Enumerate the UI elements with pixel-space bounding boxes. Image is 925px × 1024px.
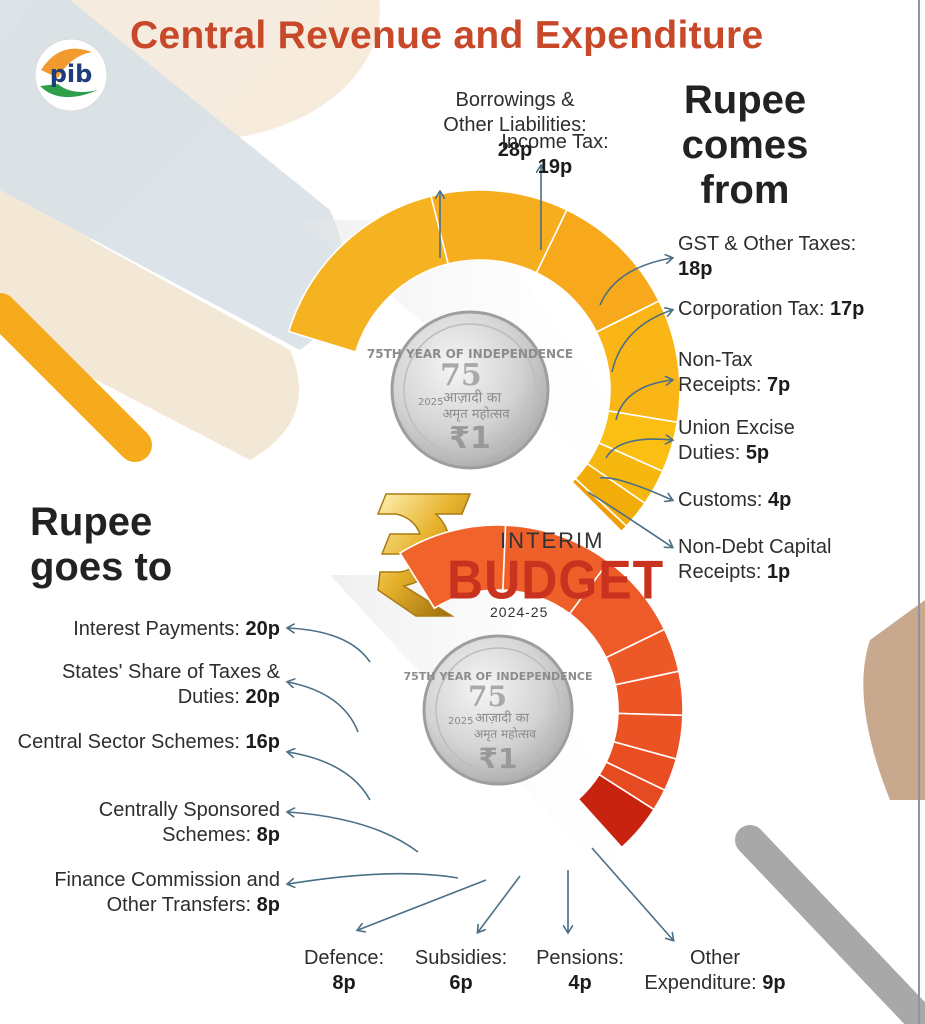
rupee-comes-from-heading: Rupee comes from [681,78,809,212]
slice-label-text: Finance Commission and Other Transfers: [54,869,280,916]
revenue-leader-6 [605,439,672,459]
coin-bottom-75-icon: 75 [468,680,507,713]
donut-expenditure [398,524,684,849]
slice-value: 17p [829,298,865,320]
expenditure-label-3: Central Sector Schemes: 16p [10,730,280,755]
revenue-label-8: Non-Debt Capital Receipts: 1p [678,535,888,585]
coin-bottom: 75TH YEAR OF INDEPENDENCE आज़ादी का अमृत… [404,634,593,786]
donut-revenue [287,189,681,533]
pib-logo-icon: pib [34,38,108,112]
expenditure-label-9: Other Expenditure: 9p [640,946,790,996]
revenue-label-6: Union Excise Duties: 5p [678,416,838,466]
slice-label-text: Interest Payments: [73,618,246,640]
expenditure-leader-1 [288,628,371,663]
revenue-slice-1 [287,195,450,353]
slice-label-text: Union Excise Duties: [678,417,795,464]
coin-bottom-legend: 75TH YEAR OF INDEPENDENCE [404,670,593,683]
grey-stripe [735,825,925,1024]
revenue-label-4: Corporation Tax: 17p [678,297,918,322]
slice-label-text: Pensions: [536,947,624,969]
slice-value: 5p [745,442,770,464]
expenditure-label-6: Defence: 8p [292,946,396,996]
revenue-label-1: Borrowings & Other Liabilities: 28p [435,88,595,163]
slice-value: 18p [678,258,713,280]
coin-bottom-year: 2025 [448,716,473,727]
slice-value: 8p [256,894,280,916]
slice-value: 28p [497,139,533,161]
coin-top: 75TH YEAR OF INDEPENDENCE आज़ादी का अमृत… [367,310,573,470]
coin-bottom-denomination: ₹1 [479,742,518,775]
expenditure-slice-9 [577,773,656,849]
slice-label-text: Non-Tax Receipts: [678,349,767,396]
page-title: Central Revenue and Expenditure [130,14,764,57]
slice-label-text: Income Tax: [501,131,609,153]
expenditure-leader-7 [478,875,521,932]
revenue-leader-7 [599,476,672,500]
slice-label-text: Central Sector Schemes: [17,731,246,753]
slice-label-text: GST & Other Taxes: [678,233,857,255]
slice-value: 20p [245,686,280,708]
revenue-label-3: GST & Other Taxes: 18p [678,232,868,282]
slice-value: 4p [768,489,792,511]
slice-value: 8p [256,824,280,846]
slice-label-text: Customs: [678,489,769,511]
expenditure-leader-6 [358,879,487,930]
revenue-label-7: Customs: 4p [678,488,828,513]
slice-label-text: Other Expenditure: [644,947,763,994]
expenditure-label-2: States' Share of Taxes & Duties: 20p [10,660,280,710]
revenue-leader-4 [611,310,672,373]
slice-label-text: Non-Debt Capital Receipts: [678,536,832,583]
budget-year: 2024-25 [490,604,549,620]
coin-top-denomination: ₹1 [449,421,491,456]
slice-label-text: Borrowings & Other Liabilities: [443,89,587,136]
expenditure-label-5: Finance Commission and Other Transfers: … [10,868,280,918]
orange-stripe [0,293,152,462]
coin-bottom-hindi-2: अमृत महोत्सव [474,727,536,742]
revenue-leader-5 [615,380,672,421]
expenditure-leader-2 [288,682,359,733]
slice-label-text: States' Share of Taxes & Duties: [61,661,280,708]
slice-value: 4p [568,972,592,994]
slice-label-text: Centrally Sponsored Schemes: [98,799,280,846]
expenditure-leader-4 [288,812,419,853]
slice-label-text: Defence: [303,947,385,969]
cream-pill [0,190,299,460]
rupee-goes-to-heading: Rupee goes to [30,500,173,589]
revenue-label-2: Income Tax: 19p [500,130,610,180]
slice-value: 9p [762,972,786,994]
expenditure-leader-3 [288,752,371,801]
coin-bottom-hindi-1: आज़ादी का [475,710,530,726]
revenue-label-5: Non-Tax Receipts: 7p [678,348,828,398]
revenue-slice-8 [570,477,628,533]
expenditure-label-4: Centrally Sponsored Schemes: 8p [10,798,280,848]
expenditure-label-1: Interest Payments: 20p [10,617,280,642]
budget-word: BUDGET [447,549,665,611]
revenue-leader-8 [587,491,672,547]
expenditure-leader-9 [591,847,673,940]
slice-label-text: Corporation Tax: [678,298,830,320]
expenditure-label-7: Subsidies: 6p [403,946,519,996]
expenditure-label-8: Pensions: 4p [525,946,635,996]
coin-top-75-icon: 75 [440,358,482,393]
slice-value: 6p [449,972,473,994]
tan-corner [863,600,925,800]
coin-top-hindi-2: अमृत महोत्सव [442,406,510,422]
slice-label-text: Subsidies: [414,947,508,969]
coin-top-year: 2025 [418,397,443,408]
slice-value: 8p [332,972,356,994]
slice-value: 1p [766,561,791,583]
revenue-leader-3 [599,258,672,306]
expenditure-leader-5 [288,872,459,884]
coin-top-legend: 75TH YEAR OF INDEPENDENCE [367,347,573,361]
slice-value: 19p [537,156,573,178]
svg-text:pib: pib [50,60,93,88]
coin-top-hindi-1: आज़ादी का [443,389,502,406]
budget-interim-label: INTERIM [500,528,605,553]
slice-value: 16p [245,731,280,753]
slice-value: 20p [245,618,280,640]
slice-value: 7p [766,374,791,396]
